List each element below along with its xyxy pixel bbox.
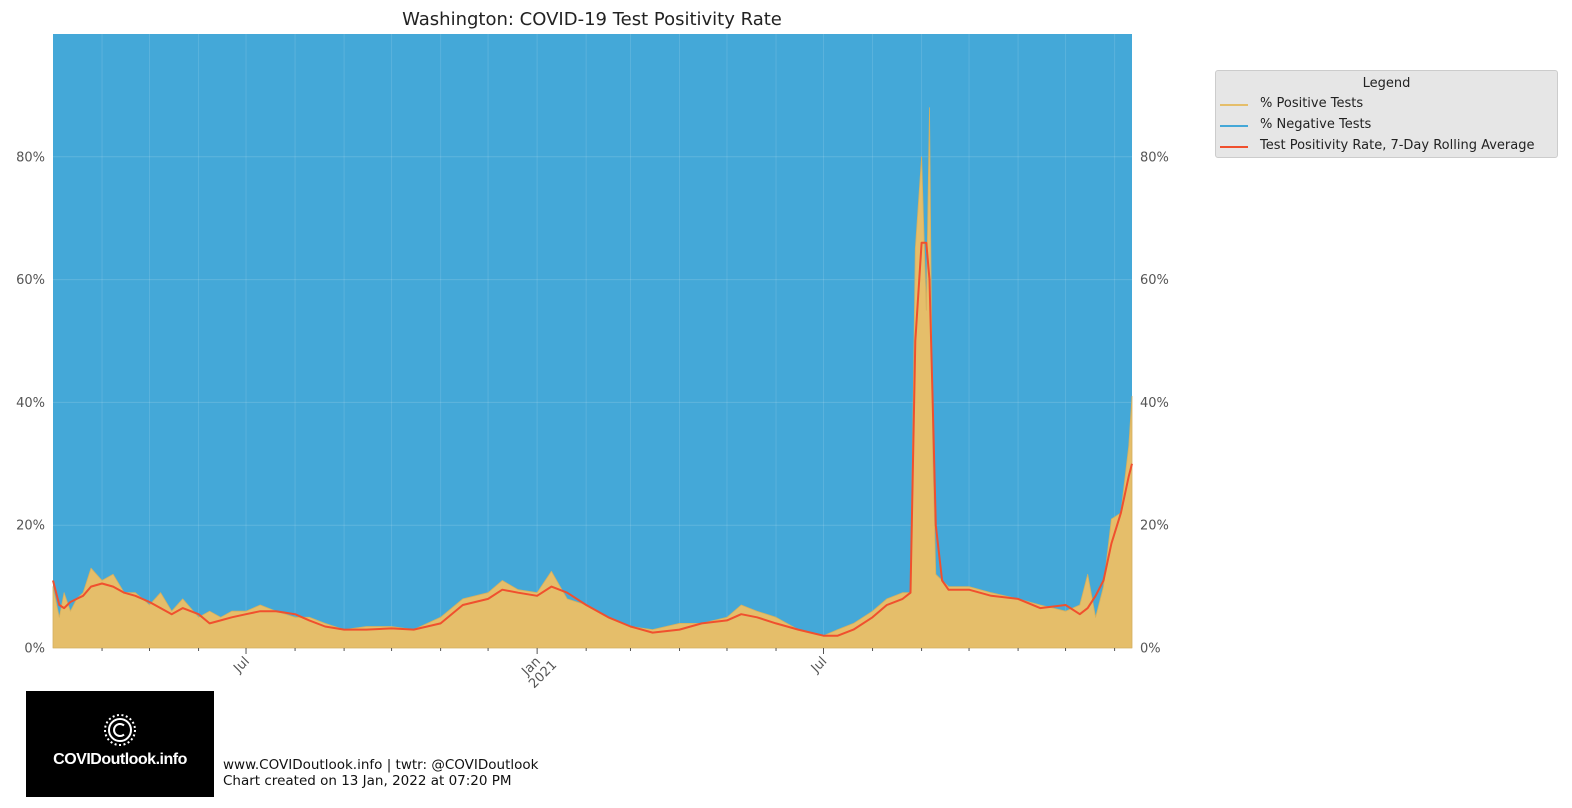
y-tick-label-left: 60% bbox=[16, 273, 45, 288]
y-tick-label-right: 80% bbox=[1140, 150, 1169, 165]
y-tick-label-left: 0% bbox=[24, 642, 45, 657]
y-tick-label-left: 40% bbox=[16, 396, 45, 411]
legend-title: Legend bbox=[1362, 76, 1411, 91]
footer: www.COVIDoutlook.info | twtr: @COVIDoutl… bbox=[223, 757, 538, 789]
y-tick-label-right: 0% bbox=[1140, 642, 1161, 657]
legend-swatch-positive bbox=[1220, 104, 1248, 106]
covid-virus-logo-icon bbox=[104, 714, 136, 746]
y-tick-label-right: 40% bbox=[1140, 396, 1169, 411]
plot-area bbox=[53, 34, 1132, 648]
legend-label-negative: % Negative Tests bbox=[1260, 117, 1372, 132]
x-tick-label: Jan2021 bbox=[516, 648, 560, 692]
y-tick-label-right: 60% bbox=[1140, 273, 1169, 288]
y-tick-label-right: 20% bbox=[1140, 519, 1169, 534]
series-layer bbox=[52, 107, 1133, 649]
x-tick-label: Jul bbox=[808, 654, 830, 676]
footer-created-line: Chart created on 13 Jan, 2022 at 07:20 P… bbox=[223, 773, 512, 789]
legend-swatch-negative bbox=[1220, 125, 1248, 127]
series-rolling-average-line bbox=[52, 241, 1133, 637]
logo-text: COVIDoutlook.info bbox=[53, 751, 187, 768]
logo: COVIDoutlook.info bbox=[26, 691, 214, 797]
y-tick-label-left: 80% bbox=[16, 150, 45, 165]
legend-swatch-rolling bbox=[1220, 146, 1248, 148]
legend: Legend % Positive Tests % Negative Tests… bbox=[1215, 70, 1558, 158]
chart-title: Washington: COVID-19 Test Positivity Rat… bbox=[402, 9, 782, 30]
x-tick-label: Jul bbox=[230, 654, 252, 676]
footer-site-line: www.COVIDoutlook.info | twtr: @COVIDoutl… bbox=[223, 757, 539, 773]
legend-label-positive: % Positive Tests bbox=[1260, 96, 1364, 111]
legend-label-rolling: Test Positivity Rate, 7-Day Rolling Aver… bbox=[1260, 138, 1535, 153]
y-tick-label-left: 20% bbox=[16, 519, 45, 534]
